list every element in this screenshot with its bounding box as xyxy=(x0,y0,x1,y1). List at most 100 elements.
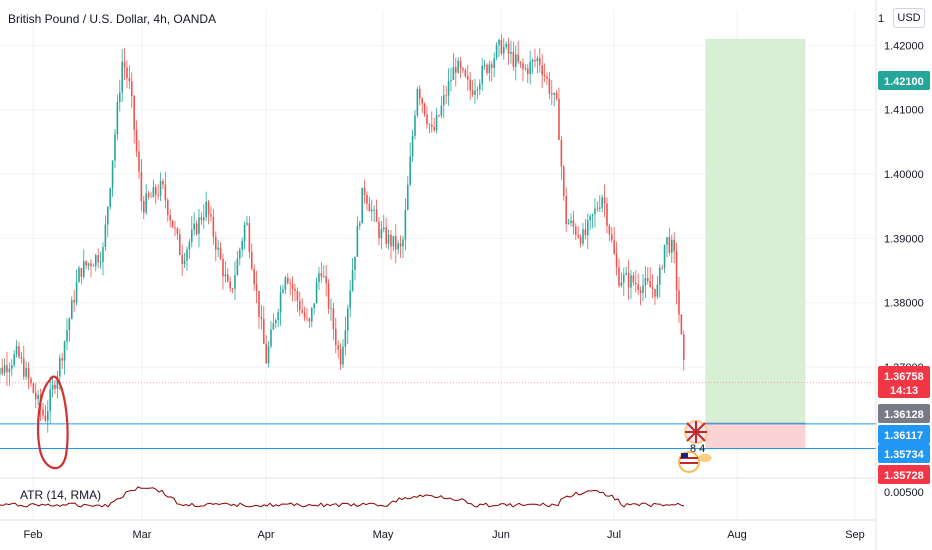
candle-body xyxy=(603,197,606,204)
candle-body xyxy=(570,220,572,223)
candle-body xyxy=(418,89,421,99)
price-tag-line[interactable] xyxy=(878,425,930,444)
candle-body xyxy=(495,45,498,59)
candle-body xyxy=(37,394,39,400)
candle-body xyxy=(94,255,97,266)
economic-events[interactable]: 8 4 xyxy=(678,420,712,473)
candle-body xyxy=(390,234,392,247)
candle-body xyxy=(68,318,71,331)
price-tag-stop[interactable] xyxy=(878,465,930,484)
time-axis[interactable]: Feb Mar Apr May Jun Jul Aug Sep xyxy=(24,529,865,541)
horizontal-lines xyxy=(0,382,876,450)
candle-body xyxy=(406,184,409,210)
candle-body xyxy=(229,281,231,289)
candle-body xyxy=(164,184,167,201)
x-tick-label-sep: Sep xyxy=(845,529,865,541)
y-tick-label-1: 1.38000 xyxy=(884,298,924,310)
loss-zone xyxy=(705,423,806,449)
candle-body xyxy=(154,186,157,195)
candle-body xyxy=(126,67,128,79)
candle-body xyxy=(130,81,133,97)
candle-body xyxy=(642,285,644,294)
x-tick-label-apr: Apr xyxy=(257,529,274,541)
candle-body xyxy=(286,277,289,284)
candle-body xyxy=(555,92,558,99)
candle-body xyxy=(601,197,603,208)
candle-body xyxy=(505,43,507,48)
candle-body xyxy=(142,201,145,213)
candle-body xyxy=(296,290,299,301)
candle-body xyxy=(32,383,35,393)
candle-body xyxy=(531,60,534,62)
candle-body xyxy=(78,268,80,283)
candle-body xyxy=(248,223,251,253)
candle-body xyxy=(114,134,116,161)
candle-body xyxy=(219,247,222,259)
candle-body xyxy=(97,255,99,263)
candle-body xyxy=(366,194,368,204)
price-tag-last[interactable] xyxy=(878,366,930,398)
candle-body xyxy=(363,187,366,195)
candle-body xyxy=(428,124,431,125)
candle-body xyxy=(534,60,536,62)
candle-body xyxy=(10,365,13,369)
candle-body xyxy=(438,115,440,117)
candle-body xyxy=(30,378,32,384)
candle-body xyxy=(387,234,390,244)
candle-body xyxy=(116,102,119,135)
atr-value-label: 0.00500 xyxy=(884,487,924,499)
candle-body xyxy=(423,103,426,115)
price-axis[interactable]: 1.370001.380001.390001.400001.410001.420… xyxy=(875,0,930,550)
candle-body xyxy=(385,227,387,244)
candle-body xyxy=(147,193,150,197)
candle-body xyxy=(373,209,375,211)
candle-body xyxy=(260,316,263,320)
price-tag-label-last: 1.36758 xyxy=(884,371,924,383)
candle-body xyxy=(8,368,11,373)
candle-body xyxy=(121,61,123,93)
candle-body xyxy=(332,308,335,329)
price-tag-label-low: 1.35734 xyxy=(884,449,925,461)
candle-body xyxy=(498,39,500,46)
candle-body xyxy=(675,251,678,291)
candle-body xyxy=(421,98,423,104)
candle-body xyxy=(318,273,320,283)
price-tag-label-stop: 1.35728 xyxy=(884,470,924,482)
currency-button[interactable]: USD xyxy=(893,8,925,28)
candle-body xyxy=(457,60,459,73)
more-events-icon[interactable] xyxy=(698,453,712,463)
us-flag-stripe xyxy=(680,462,698,464)
candles xyxy=(0,33,685,433)
price-tag-entry[interactable] xyxy=(878,404,930,423)
candle-body xyxy=(658,267,661,285)
price-tag-countdown: 14:13 xyxy=(890,385,918,397)
candle-body xyxy=(6,365,8,373)
candle-body xyxy=(92,265,95,267)
candle-body xyxy=(589,215,591,221)
candle-body xyxy=(193,223,195,230)
candle-body xyxy=(315,282,318,304)
candle-body xyxy=(236,258,239,276)
candle-body xyxy=(265,343,267,364)
candle-body xyxy=(255,284,258,291)
candle-body xyxy=(104,224,107,248)
hand-drawn-annotation xyxy=(37,375,69,470)
price-tag-target[interactable] xyxy=(878,71,930,90)
candle-body xyxy=(618,267,620,286)
candle-body xyxy=(176,228,179,235)
candle-body xyxy=(558,98,560,140)
top-axis-stub: 1 xyxy=(878,13,884,25)
candle-body xyxy=(426,114,428,125)
candle-body xyxy=(517,54,519,62)
candle-body xyxy=(306,317,308,319)
candle-body xyxy=(250,252,253,269)
price-tag-low[interactable] xyxy=(878,444,930,463)
candle-body xyxy=(171,220,174,228)
candle-body xyxy=(73,300,75,303)
candle-body xyxy=(474,90,476,95)
candle-body xyxy=(625,272,627,275)
candle-body xyxy=(145,193,147,213)
candle-body xyxy=(202,217,205,221)
candle-body xyxy=(87,263,90,266)
